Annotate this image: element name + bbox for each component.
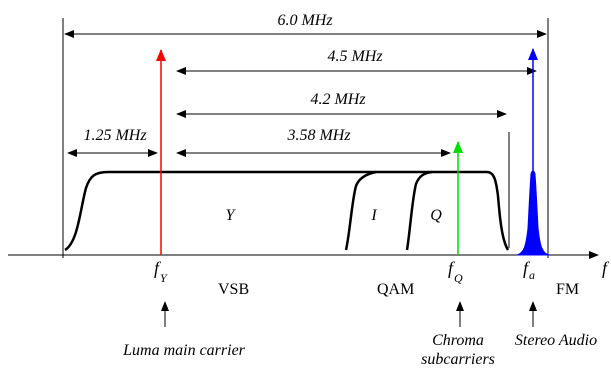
dimension-vestigial-label: 1.25 MHz (83, 127, 147, 144)
dimension-chroma-label: 3.58 MHz (286, 127, 351, 144)
i-band-edge (344, 170, 377, 251)
luma-carrier-label: fY (154, 258, 168, 285)
chroma-carrier-label: fQ (448, 258, 463, 285)
fm-label: FM (556, 281, 579, 298)
q-band-label: Q (430, 207, 442, 224)
luma-band-label: Y (226, 207, 237, 224)
audio-carrier-label: fa (523, 258, 535, 282)
luma-annotation: Luma main carrier (122, 342, 246, 359)
qam-label: QAM (377, 281, 414, 298)
audio-annotation: Stereo Audio (515, 332, 597, 349)
dimension-audio-label: 4.5 MHz (327, 48, 383, 65)
luma-band-envelope (64, 170, 510, 252)
dimension-video-label: 4.2 MHz (310, 91, 366, 108)
q-band-edge (405, 170, 433, 251)
chroma-annotation-line2: subcarriers (421, 351, 495, 368)
vsb-label: VSB (218, 281, 249, 298)
dimension-total-label: 6.0 MHz (277, 12, 333, 29)
axis-label: f (602, 258, 610, 278)
chroma-annotation-line1: Chroma (432, 332, 484, 349)
i-band-label: I (370, 207, 377, 224)
